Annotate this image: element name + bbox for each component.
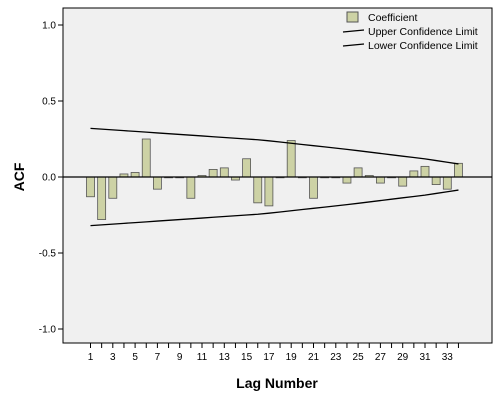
bar-lag-13	[219, 167, 229, 178]
bar-lag-30	[409, 170, 419, 178]
x-tick-label-27: 27	[375, 352, 387, 363]
x-tick-label-1: 1	[88, 352, 94, 363]
x-tick-label-19: 19	[286, 352, 298, 363]
bar-lag-10	[186, 176, 196, 199]
y-tick-label-1: 0.5	[42, 97, 56, 108]
bar-lag-17	[264, 176, 274, 207]
bar-lag-3	[108, 176, 118, 199]
x-tick-label-25: 25	[353, 352, 365, 363]
x-tick-label-17: 17	[263, 352, 275, 363]
bar-lag-24	[342, 176, 352, 184]
bar-lag-29	[398, 176, 408, 187]
bar-lag-31	[420, 165, 430, 178]
y-tick-label-0: 1.0	[42, 21, 56, 32]
x-tick-label-9: 9	[177, 352, 183, 363]
x-tick-label-5: 5	[132, 352, 138, 363]
bar-lag-32	[431, 176, 441, 185]
bar-lag-34	[454, 162, 463, 178]
x-tick-label-33: 33	[442, 352, 454, 363]
legend: Coefficient Upper Confidence Limit Lower…	[342, 11, 478, 52]
x-axis: 1 3 5 7 9 11 13 15 17 19 21 23 25 27 29 31 33	[88, 343, 459, 363]
bar-lag-19	[286, 140, 296, 178]
y-axis-label: ACF	[11, 162, 27, 191]
bar-lag-33	[442, 176, 452, 190]
y-tick-label-2: 0.0	[42, 173, 56, 184]
x-tick-label-31: 31	[419, 352, 431, 363]
x-tick-label-7: 7	[155, 352, 161, 363]
y-tick-label-4: -1.0	[39, 325, 57, 336]
x-axis-label: Lag Number	[236, 375, 318, 391]
x-tick-label-11: 11	[197, 352, 208, 363]
legend-label-coefficient: Coefficient	[368, 12, 418, 24]
legend-label-upper: Upper Confidence Limit	[368, 26, 478, 38]
legend-swatch-coefficient	[346, 11, 359, 23]
bar-lag-5	[130, 172, 140, 178]
bar-lag-1	[86, 176, 95, 198]
bar-lag-2	[97, 176, 107, 220]
confidence-lines-layer	[90, 127, 459, 227]
bar-lag-27	[375, 176, 385, 184]
legend-line-upper	[342, 29, 365, 33]
bar-lag-6	[141, 138, 151, 178]
x-tick-label-23: 23	[330, 352, 342, 363]
x-tick-label-29: 29	[397, 352, 409, 363]
bar-lag-21	[309, 176, 318, 199]
x-tick-label-3: 3	[110, 352, 116, 363]
x-tick-label-13: 13	[219, 352, 231, 363]
upper-confidence-line	[90, 127, 459, 165]
legend-line-lower	[342, 43, 365, 47]
bar-lag-7	[152, 176, 162, 190]
bar-lag-15	[242, 158, 252, 178]
y-tick-label-3: -0.5	[39, 249, 57, 260]
legend-label-lower: Lower Confidence Limit	[368, 40, 478, 52]
y-axis: 1.0 0.5 0.0 -0.5 -1.0	[39, 21, 63, 336]
x-tick-label-21: 21	[308, 352, 320, 363]
plot-border	[62, 7, 493, 344]
bar-lag-25	[353, 167, 363, 178]
bar-lag-16	[253, 176, 263, 204]
x-tick-label-15: 15	[241, 352, 253, 363]
bar-lag-12	[208, 168, 218, 178]
lower-confidence-line	[90, 189, 459, 227]
